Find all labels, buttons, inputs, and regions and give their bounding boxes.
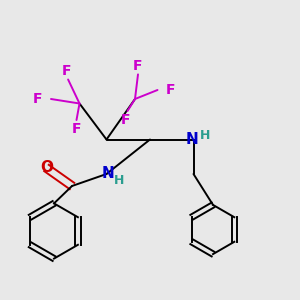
Text: N: N	[186, 132, 198, 147]
Text: N: N	[102, 167, 114, 182]
Text: F: F	[133, 59, 143, 73]
Text: H: H	[114, 173, 124, 187]
Text: O: O	[40, 160, 53, 175]
Text: F: F	[62, 64, 71, 78]
Text: H: H	[200, 129, 210, 142]
Text: F: F	[72, 122, 81, 136]
Text: F: F	[121, 113, 131, 127]
Text: F: F	[166, 83, 175, 97]
Text: F: F	[33, 92, 43, 106]
